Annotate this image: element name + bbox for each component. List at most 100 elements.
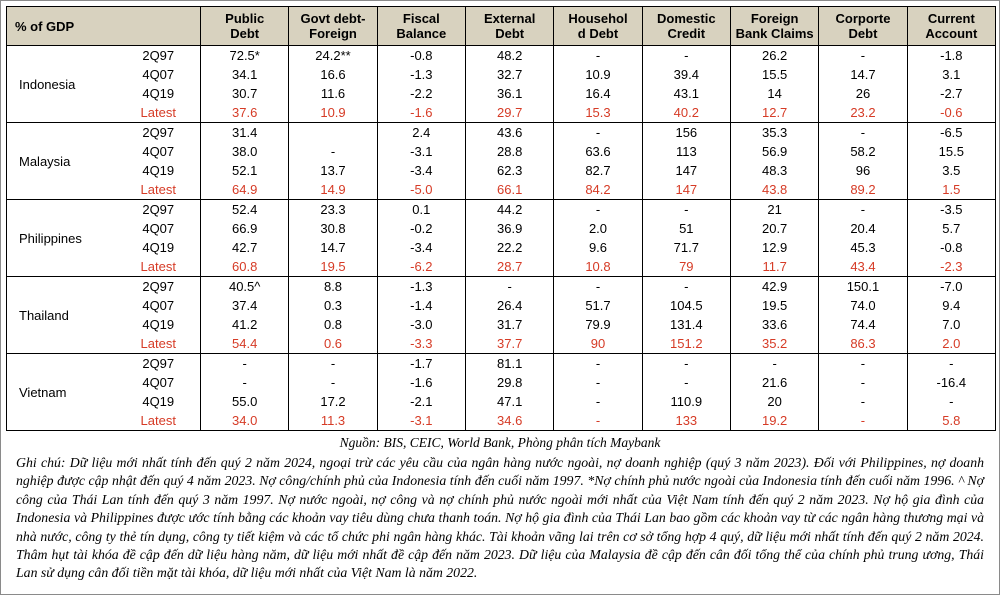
value-cell: - xyxy=(464,276,555,296)
value-cell: 43.8 xyxy=(729,180,820,200)
value-cell: - xyxy=(553,353,643,373)
value-cell: 14.7 xyxy=(818,65,908,84)
period-cell: 2Q97 xyxy=(116,122,202,142)
table-row-philippines-4q07: 4Q07 66.9 30.8 -0.2 36.9 2.0 51 20.7 20.4 5.7 xyxy=(7,219,997,238)
value-cell: 1.5 xyxy=(906,180,997,200)
column-header-foreign-bank-claims: Foreign Bank Claims xyxy=(729,6,820,46)
value-cell: 20.7 xyxy=(729,219,820,238)
value-cell: 55.0 xyxy=(200,392,290,411)
period-cell: 4Q07 xyxy=(116,65,202,84)
value-cell: 10.8 xyxy=(553,257,643,277)
value-cell: 29.7 xyxy=(464,103,555,123)
value-cell: -1.6 xyxy=(376,103,467,123)
value-cell: - xyxy=(641,373,731,392)
value-cell: 72.5* xyxy=(200,45,290,65)
value-cell: 41.2 xyxy=(200,315,290,334)
value-cell: 38.0 xyxy=(200,142,290,161)
value-cell: -0.8 xyxy=(376,45,467,65)
value-cell: 0.1 xyxy=(376,199,467,219)
value-cell: -0.8 xyxy=(906,238,997,257)
vulnerability-indicators-table: % of GDP Public Debt Govt debt- Foreign … xyxy=(5,6,997,431)
table-row-vietnam-latest: Latest 34.0 11.3 -3.1 34.6-133 19.2-5.8 xyxy=(7,411,997,431)
value-cell: 12.9 xyxy=(729,238,820,257)
value-cell: 82.7 xyxy=(553,161,643,180)
value-cell: - xyxy=(288,353,378,373)
value-cell: 28.7 xyxy=(464,257,555,277)
value-cell: 89.2 xyxy=(818,180,908,200)
period-cell: 4Q19 xyxy=(116,238,202,257)
value-cell: -1.4 xyxy=(376,296,467,315)
table-header-row: % of GDP Public Debt Govt debt- Foreign … xyxy=(5,6,997,46)
value-cell: 104.5 xyxy=(641,296,731,315)
value-cell: 113 xyxy=(641,142,731,161)
value-cell: 56.9 xyxy=(729,142,820,161)
table-row-malaysia-latest: Latest 64.9 14.9 -5.0 66.1 84.2 147 43.8 89.2 1.5 xyxy=(7,180,997,200)
value-cell: 7.0 xyxy=(906,315,997,334)
value-cell: 63.6 xyxy=(553,142,643,161)
period-cell: 4Q07 xyxy=(116,219,202,238)
value-cell: 151.2 xyxy=(641,334,731,354)
table-row-malaysia-4q07: 4Q07 38.0- -3.1 28.8 63.6 113 56.9 58.2 15.5 xyxy=(7,142,997,161)
value-cell: 45.3 xyxy=(818,238,908,257)
value-cell: 16.4 xyxy=(553,84,643,103)
value-cell: 34.1 xyxy=(200,65,290,84)
value-cell: 79 xyxy=(641,257,731,277)
value-cell: 51.7 xyxy=(553,296,643,315)
value-cell: 44.2 xyxy=(464,199,555,219)
value-cell: - xyxy=(818,411,908,431)
value-cell: - xyxy=(906,353,997,373)
value-cell: 71.7 xyxy=(641,238,731,257)
value-cell: 23.2 xyxy=(818,103,908,123)
value-cell: 17.2 xyxy=(288,392,378,411)
period-cell: 4Q19 xyxy=(116,161,202,180)
table-row-vietnam-4q07: 4Q07- - -1.6 29.8- -21.6- -16.4 xyxy=(7,373,997,392)
value-cell: 147 xyxy=(641,180,731,200)
column-header-govt-debt-foreign: Govt debt- Foreign xyxy=(288,6,378,46)
value-cell: 47.1 xyxy=(464,392,555,411)
value-cell: -3.4 xyxy=(376,238,467,257)
column-header-current-account: Current Account xyxy=(906,6,997,46)
value-cell: 35.3 xyxy=(729,122,820,142)
value-cell: 30.8 xyxy=(288,219,378,238)
value-cell: 3.5 xyxy=(906,161,997,180)
value-cell: 150.1 xyxy=(818,276,908,296)
period-cell: 4Q19 xyxy=(116,315,202,334)
column-header-public-debt: Public Debt xyxy=(200,6,290,46)
table-row-indonesia-latest: Latest 37.6 10.9 -1.6 29.7 15.3 40.2 12.7 23.2 -0… xyxy=(7,103,997,123)
value-cell: 5.8 xyxy=(906,411,997,431)
value-cell: 9.4 xyxy=(906,296,997,315)
value-cell: 40.5^ xyxy=(200,276,290,296)
table-row-philippines-4q19: 4Q19 42.7 14.7 -3.4 22.2 9.6 71.7 12.9 45.3 -0.8 xyxy=(7,238,997,257)
value-cell: 110.9 xyxy=(641,392,731,411)
value-cell: -1.6 xyxy=(376,373,467,392)
value-cell: 36.9 xyxy=(464,219,555,238)
value-cell: 37.7 xyxy=(464,334,555,354)
value-cell: 62.3 xyxy=(464,161,555,180)
value-cell: 26.4 xyxy=(464,296,555,315)
period-cell: 2Q97 xyxy=(116,45,202,65)
value-cell: 156 xyxy=(641,122,731,142)
period-cell: 4Q07 xyxy=(116,142,202,161)
value-cell: 2.4 xyxy=(376,122,467,142)
value-cell: 48.3 xyxy=(729,161,820,180)
table-row-malaysia-2q97: Malaysia 2Q97 31.4 2.4 43.6-156 35.3- -6.5 xyxy=(6,122,997,200)
value-cell: - xyxy=(553,45,643,65)
value-cell: -5.0 xyxy=(376,180,467,200)
value-cell: 133 xyxy=(641,411,731,431)
value-cell: 66.9 xyxy=(200,219,290,238)
value-cell: - xyxy=(553,199,643,219)
value-cell: 30.7 xyxy=(200,84,290,103)
period-cell: Latest xyxy=(116,411,202,431)
value-cell: -3.1 xyxy=(376,142,467,161)
country-cell: Vietnam xyxy=(6,353,117,431)
value-cell: -3.5 xyxy=(906,199,997,219)
value-cell: -0.2 xyxy=(376,219,467,238)
value-cell xyxy=(288,122,378,142)
value-cell: -3.3 xyxy=(376,334,467,354)
value-cell: -0.6 xyxy=(906,103,997,123)
value-cell: 11.3 xyxy=(288,411,378,431)
value-cell: - xyxy=(818,199,908,219)
value-cell: 0.6 xyxy=(288,334,378,354)
value-cell: 39.4 xyxy=(641,65,731,84)
value-cell: 14 xyxy=(729,84,820,103)
